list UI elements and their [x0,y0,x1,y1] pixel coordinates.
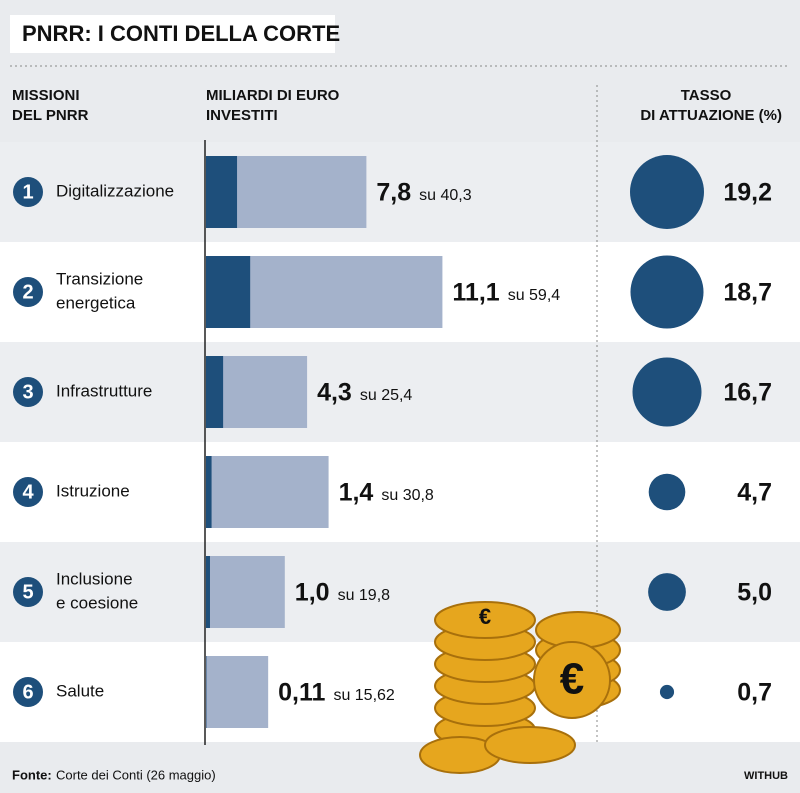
rate-circle [632,357,702,427]
mission-name: Digitalizzazione [56,181,174,200]
svg-text:€: € [560,655,584,704]
total-label: su 19,8 [338,587,391,604]
chart-title: PNRR: I CONTI DELLA CORTE [22,21,340,46]
total-bar [206,456,329,528]
value-label: 1,4 [339,479,374,507]
rate-label: 18,7 [723,279,772,307]
mission-badge [13,577,43,607]
invested-bar [206,356,224,428]
row-band [0,642,800,742]
mission-name: Inclusione [56,569,133,588]
rate-label: 4,7 [737,479,772,507]
coins: € € [419,601,621,774]
mission-name: Istruzione [56,481,130,500]
total-bar [206,656,269,728]
mission-number: 1 [22,181,33,203]
mission-badge [13,477,43,507]
mission-badge [13,277,43,307]
value-label: 0,11 [278,679,325,707]
mission-number: 3 [22,381,33,403]
header: DI ATTUAZIONE (%) [640,107,782,124]
header: INVESTITI [206,107,278,124]
total-label: su 25,4 [360,387,413,404]
mission-name: e coesione [56,593,138,612]
rate-label: 5,0 [737,579,772,607]
mission-name: Salute [56,681,104,700]
invested-bar [206,256,251,328]
header: DEL PNRR [12,107,89,124]
rows: 1 Digitalizzazione 7,8 su 40,3 19,2 2 Transizi… [0,142,800,742]
total-label: su 59,4 [508,287,561,304]
invested-bar [206,456,212,528]
rate-label: 16,7 [723,379,772,407]
rate-circle [648,473,686,511]
value-label: 7,8 [376,179,411,207]
header: TASSO [681,87,732,104]
mission-badge [13,377,43,407]
source-label: Fonte: [12,767,52,782]
mission-name: Infrastrutture [56,381,152,400]
header: MISSIONI [12,87,80,104]
mission-name: energetica [56,293,136,312]
title-box [10,15,335,53]
source: Corte dei Conti (26 maggio) [56,767,216,782]
value-label: 4,3 [317,379,352,407]
svg-text:€: € [479,604,491,629]
mission-number: 6 [22,681,33,703]
rate-circle [659,684,675,700]
invested-bar [206,156,238,228]
rate-circle [630,155,704,229]
value-label: 1,0 [295,579,330,607]
mission-number: 2 [22,281,33,303]
mission-badge [13,177,43,207]
header: MILIARDI DI EURO [206,87,340,104]
total-label: su 30,8 [381,487,434,504]
mission-badge [13,677,43,707]
mission-number: 5 [22,581,33,603]
rate-circle [648,573,686,611]
invested-bar [206,556,210,628]
mission-number: 4 [22,481,34,503]
rate-label: 19,2 [723,179,772,207]
total-label: su 40,3 [419,187,472,204]
value-label: 11,1 [452,279,499,307]
rate-circle [630,255,704,329]
credit: WITHUB [744,770,788,782]
mission-name: Transizione [56,269,143,288]
total-bar [206,556,285,628]
rate-label: 0,7 [737,679,772,707]
total-label: su 15,62 [333,687,394,704]
